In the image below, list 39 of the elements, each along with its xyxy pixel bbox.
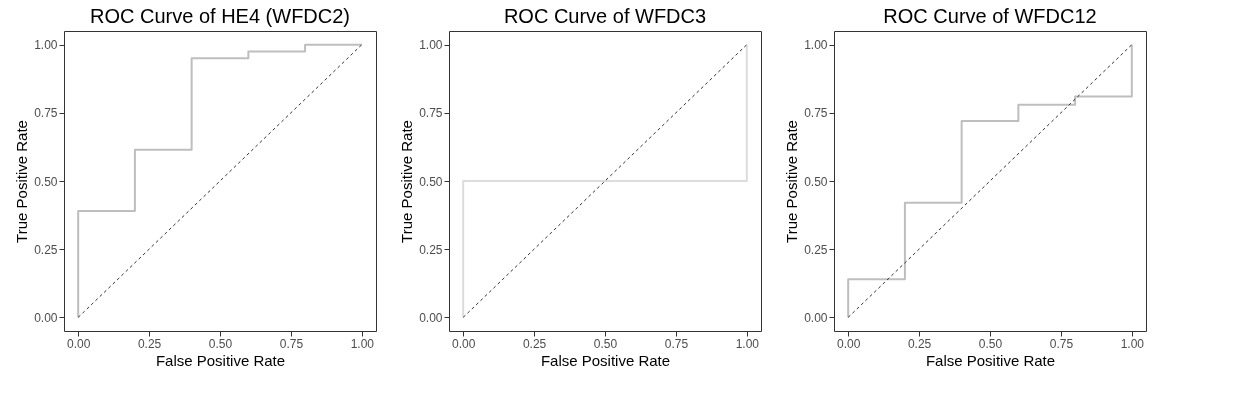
y-tick-label: 1.00	[804, 38, 828, 53]
x-axis-title: False Positive Rate	[925, 351, 1056, 369]
x-tick-label: 0.75	[664, 336, 689, 351]
y-axis-title: True Positive Rate	[13, 120, 31, 243]
x-tick-label: 0.75	[279, 336, 304, 351]
y-tick-label: 0.50	[34, 174, 58, 189]
y-tick-label: 0.00	[419, 310, 443, 325]
y-axis-title: True Positive Rate	[783, 120, 801, 243]
x-tick-label: 0.00	[452, 336, 476, 351]
x-axis-title: False Positive Rate	[540, 351, 671, 369]
y-tick-label: 0.50	[419, 174, 443, 189]
x-axis-title: False Positive Rate	[155, 351, 286, 369]
y-tick-label: 0.00	[34, 310, 58, 325]
x-tick-label: 0.00	[67, 336, 91, 351]
y-tick-label: 1.00	[34, 38, 58, 53]
y-tick-label: 0.25	[419, 242, 443, 257]
y-tick-label: 1.00	[419, 38, 443, 53]
x-tick-label: 0.25	[137, 336, 162, 351]
x-tick-label: 1.00	[350, 336, 375, 351]
x-tick-label: 0.50	[208, 336, 233, 351]
x-tick-label: 0.50	[593, 336, 618, 351]
y-tick-label: 0.25	[804, 242, 828, 257]
y-tick-label: 0.75	[419, 106, 443, 121]
x-tick-label: 0.25	[522, 336, 547, 351]
y-tick-label: 0.50	[804, 174, 828, 189]
chart-title: ROC Curve of WFDC3	[503, 5, 707, 27]
chart-title: ROC Curve of WFDC12	[883, 5, 1097, 27]
x-tick-label: 0.75	[1049, 336, 1074, 351]
x-tick-label: 0.00	[837, 336, 861, 351]
y-tick-label: 0.25	[34, 242, 58, 257]
x-tick-label: 0.25	[907, 336, 932, 351]
x-tick-label: 0.50	[978, 336, 1003, 351]
x-tick-label: 1.00	[735, 336, 760, 351]
y-tick-label: 0.75	[804, 106, 828, 121]
y-tick-label: 0.00	[804, 310, 828, 325]
y-axis-title: True Positive Rate	[398, 120, 416, 243]
x-tick-label: 1.00	[1120, 336, 1145, 351]
chart-title: ROC Curve of HE4 (WFDC2)	[89, 5, 351, 27]
y-tick-label: 0.75	[34, 106, 58, 121]
